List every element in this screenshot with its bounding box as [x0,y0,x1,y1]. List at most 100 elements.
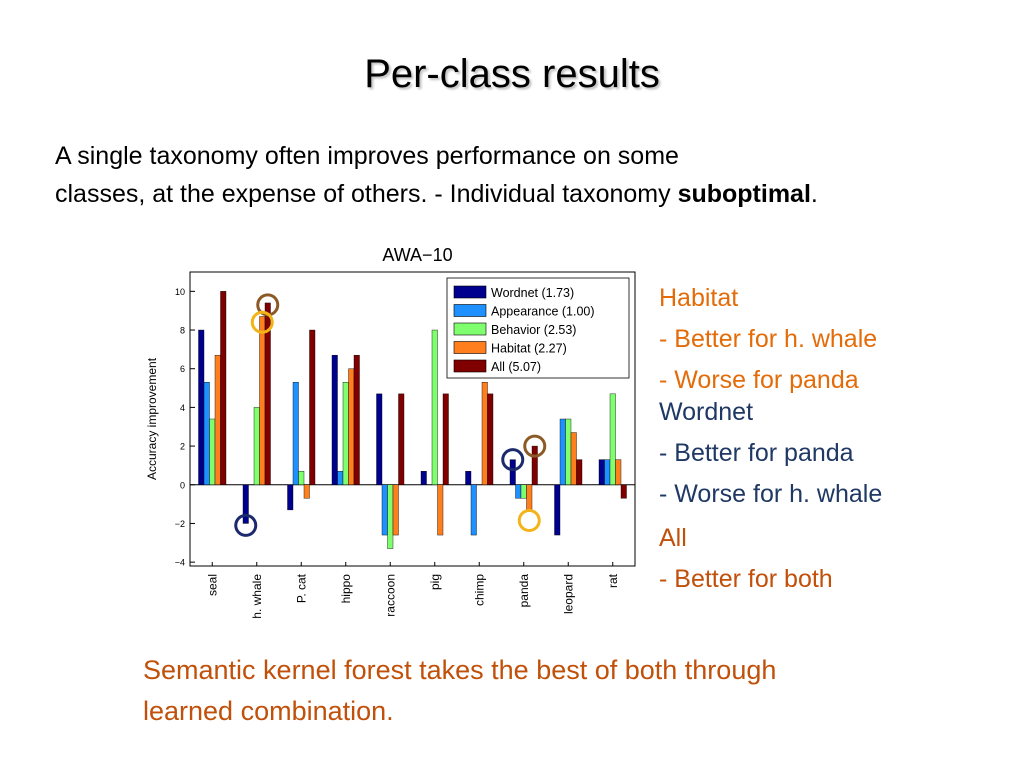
bar [554,484,561,536]
legend-label: Behavior (2.53) [491,323,576,337]
x-tick-label: h. whale [250,574,264,619]
bar [576,459,583,485]
x-tick-label: panda [517,574,531,608]
x-tick-label: raccoon [383,574,397,617]
all-heading: All [659,524,687,552]
bar [303,484,310,499]
chart-title: AWA−10 [382,245,452,265]
bar [604,459,611,485]
y-tick-label: 10 [175,287,185,297]
x-tick-label: P. cat [294,573,308,603]
bar [292,382,299,485]
bar [465,471,472,485]
x-tick-label: rat [606,573,620,588]
bar [531,445,538,485]
x-tick-label: seal [205,574,219,596]
footer-line-1: Semantic kernel forest takes the best of… [143,655,777,685]
bar-chart-svg: AWA−10 −4 −2 0 2 4 6 8 10 Accuracy improvement sea… [145,245,636,619]
legend-label: Habitat (2.27) [491,342,567,356]
bar [214,354,221,485]
footer-line-2: learned combination. [143,696,394,726]
x-tick-label: leopard [561,574,575,614]
bar [570,432,577,485]
y-tick-label: 8 [180,326,185,336]
bar [287,484,294,511]
bar [420,471,427,485]
bar [264,302,271,485]
legend-label: Appearance (1.00) [491,305,595,319]
bar [198,329,205,485]
x-tick-label: pig [428,574,442,590]
bar [442,393,449,485]
bar [431,329,438,485]
y-tick-label: −4 [175,558,185,568]
legend-swatch [453,285,487,299]
bar [220,291,227,485]
highlight-circle [501,448,525,472]
y-tick-label: 0 [180,480,185,490]
footer-text: Semantic kernel forest takes the best of… [143,650,1003,732]
bar [609,393,616,485]
bar [209,418,216,485]
legend-label: Wordnet (1.73) [491,286,574,300]
intro-bold-word: suboptimal [677,180,811,208]
habitat-note-2: - Worse for panda [659,366,859,394]
bar [381,484,388,536]
chart: AWA−10 −4 −2 0 2 4 6 8 10 Accuracy improvement sea… [138,238,638,638]
intro-line-2-text: classes, at the expense of others. - Ind… [55,180,678,208]
bar [387,484,394,549]
intro-line-1: A single taxonomy often improves perform… [55,142,679,170]
bar [559,418,566,485]
y-tick-label: 2 [180,442,185,452]
bar [298,471,305,485]
bar [376,393,383,485]
highlight-circle [517,509,541,533]
bar [615,459,622,485]
highlight-circle [250,310,274,334]
bar [520,484,527,499]
bar [392,484,399,536]
slide-title: Per-class results [364,52,660,96]
habitat-heading: Habitat [659,284,739,312]
bar [353,354,360,485]
y-tick-label: 4 [180,403,185,413]
bar [242,484,249,524]
bar [309,329,316,485]
y-tick-label: −2 [175,519,185,529]
wordnet-note-2: - Worse for h. whale [659,480,883,508]
bar [526,484,533,511]
bar [509,459,516,485]
legend-swatch [453,304,487,317]
intro-period: . [810,180,818,208]
bar [342,382,349,485]
y-tick-label: 6 [180,364,185,374]
bar [331,354,338,485]
bar [487,393,494,485]
legend-swatch [453,359,487,373]
x-tick-label: chimp [472,574,486,606]
bar [437,484,444,536]
highlight-circle [234,513,258,537]
bar [253,407,260,485]
annotation-notes: Habitat - Better for h. whale - Worse fo… [659,280,1019,602]
bar [398,393,405,485]
all-note-1: - Better for both [659,565,833,593]
bar [565,418,572,485]
bar [620,484,627,499]
bar [337,471,344,485]
highlight-circle [523,434,547,458]
bar [515,484,522,499]
wordnet-note-1: - Better for panda [659,439,854,467]
bar [470,484,477,536]
legend-label: All (5.07) [491,360,541,374]
bar [598,459,605,485]
bar [481,382,488,485]
y-axis-label: Accuracy improvement [145,357,159,480]
bar [348,368,355,485]
habitat-note-1: - Better for h. whale [659,325,878,353]
legend-swatch [453,322,487,336]
intro-text: A single taxonomy often improves perform… [55,137,1005,213]
wordnet-heading: Wordnet [659,398,754,426]
bar [259,316,266,485]
bar [203,382,210,485]
